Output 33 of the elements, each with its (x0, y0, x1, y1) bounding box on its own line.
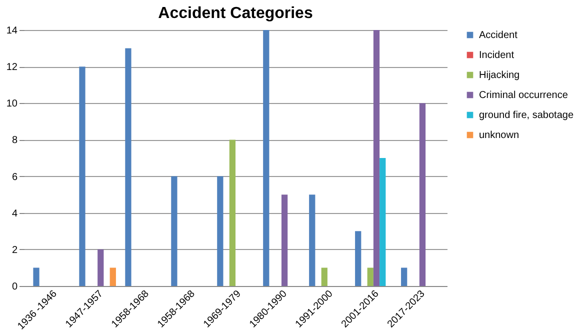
y-tick-label: 4 (12, 208, 18, 220)
legend-label: ground fire, sabotage (479, 110, 574, 121)
y-tick-label: 14 (6, 26, 18, 36)
y-tick-label: 6 (12, 172, 18, 183)
bar (33, 268, 40, 286)
bar (98, 249, 104, 286)
bar (355, 231, 362, 286)
bar (217, 176, 224, 286)
y-tick-label: 10 (6, 98, 18, 110)
legend-label: Criminal occurrence (479, 90, 568, 101)
y-tick-label: 8 (12, 135, 18, 146)
bar (419, 103, 426, 286)
chart-title: Accident Categories (158, 5, 313, 22)
bar (79, 66, 86, 286)
bar (110, 268, 116, 286)
bar (263, 30, 270, 286)
y-tick-label: 2 (12, 244, 18, 256)
legend-label: Accident (479, 30, 518, 41)
legend-label: Incident (479, 50, 514, 61)
y-tick-label: 0 (12, 282, 18, 292)
bar (171, 176, 178, 286)
bar (367, 268, 374, 286)
bar (125, 48, 132, 286)
bar (380, 158, 386, 286)
bar (229, 140, 236, 286)
bar (281, 194, 288, 286)
bar (401, 268, 408, 286)
bar (321, 268, 328, 286)
legend-label: Hijacking (479, 70, 520, 81)
y-tick-label: 12 (6, 62, 18, 74)
legend-label: unknown (479, 130, 520, 141)
bar (309, 194, 316, 286)
bar (373, 30, 380, 286)
